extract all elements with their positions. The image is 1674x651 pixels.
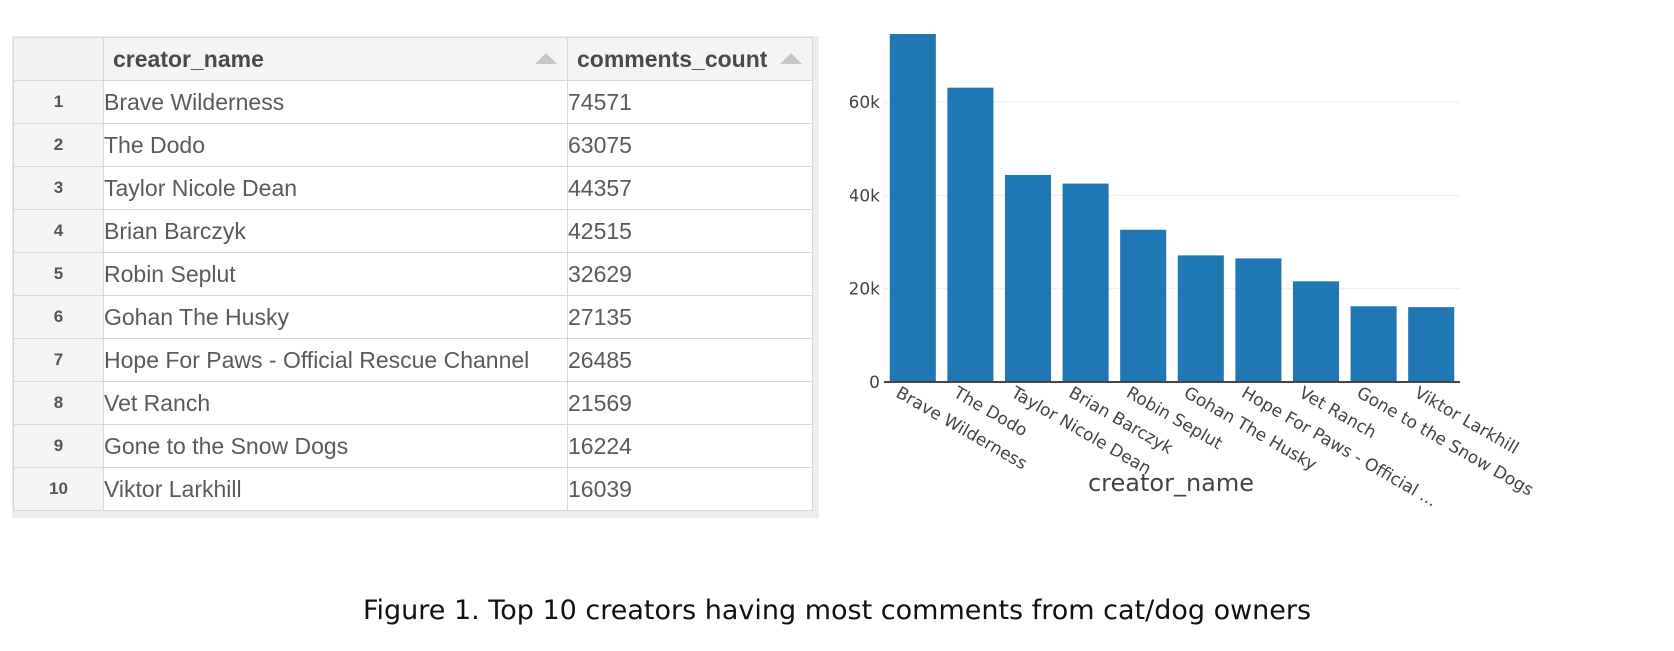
- creator-name-cell: Brave Wilderness: [103, 80, 568, 124]
- row-index: 3: [13, 166, 104, 210]
- row-index: 8: [13, 381, 104, 425]
- comments-count-cell: 16224: [567, 424, 813, 468]
- bar[interactable]: [1062, 183, 1109, 382]
- table-row[interactable]: 9 Gone to the Snow Dogs 16224: [13, 424, 813, 468]
- row-index: 9: [13, 424, 104, 468]
- comments-count-cell: 21569: [567, 381, 813, 425]
- row-index: 10: [13, 467, 104, 511]
- creator-name-cell: Robin Seplut: [103, 252, 568, 296]
- table-row[interactable]: 10 Viktor Larkhill 16039: [13, 467, 813, 511]
- comments-count-cell: 63075: [567, 123, 813, 167]
- table-row[interactable]: 3 Taylor Nicole Dean 44357: [13, 166, 813, 210]
- comments-count-cell: 16039: [567, 467, 813, 511]
- creator-name-cell: The Dodo: [103, 123, 568, 167]
- comments-count-cell: 32629: [567, 252, 813, 296]
- row-index: 6: [13, 295, 104, 339]
- creator-name-cell: Vet Ranch: [103, 381, 568, 425]
- creator-name-cell: Brian Barczyk: [103, 209, 568, 253]
- table-row[interactable]: 7 Hope For Paws - Official Rescue Channel…: [13, 338, 813, 382]
- row-index: 5: [13, 252, 104, 296]
- table-row[interactable]: 4 Brian Barczyk 42515: [13, 209, 813, 253]
- column-header-creator-name[interactable]: creator_name: [103, 37, 568, 81]
- column-header-label: creator_name: [113, 45, 264, 72]
- row-index: 4: [13, 209, 104, 253]
- x-axis-title: creator_name: [1088, 469, 1254, 497]
- creator-name-cell: Viktor Larkhill: [103, 467, 568, 511]
- creator-name-cell: Hope For Paws - Official Rescue Channel: [103, 338, 568, 382]
- bar[interactable]: [1235, 258, 1282, 382]
- row-index: 1: [13, 80, 104, 124]
- bar[interactable]: [947, 87, 994, 382]
- column-header-comments-count[interactable]: comments_count: [567, 37, 813, 81]
- results-table-panel: creator_name comments_count 1 Brave Wilde…: [12, 36, 819, 518]
- bar[interactable]: [889, 34, 936, 382]
- bar[interactable]: [1120, 229, 1167, 382]
- comments-count-cell: 42515: [567, 209, 813, 253]
- table-row[interactable]: 1 Brave Wilderness 74571: [13, 80, 813, 124]
- bar[interactable]: [1177, 255, 1224, 382]
- results-table: creator_name comments_count 1 Brave Wilde…: [13, 37, 813, 511]
- creator-name-cell: Gone to the Snow Dogs: [103, 424, 568, 468]
- comments-count-cell: 27135: [567, 295, 813, 339]
- table-row[interactable]: 2 The Dodo 63075: [13, 123, 813, 167]
- y-tick-label: 0: [869, 373, 880, 393]
- table-row[interactable]: 5 Robin Seplut 32629: [13, 252, 813, 296]
- creator-name-cell: Gohan The Husky: [103, 295, 568, 339]
- comments-count-cell: 74571: [567, 80, 813, 124]
- bar[interactable]: [1004, 174, 1052, 382]
- y-tick-label: 20k: [850, 280, 880, 300]
- sort-asc-icon[interactable]: [780, 53, 802, 64]
- row-index: 2: [13, 123, 104, 167]
- creator-name-cell: Taylor Nicole Dean: [103, 166, 568, 210]
- bar[interactable]: [1292, 281, 1340, 382]
- comments-count-cell: 26485: [567, 338, 813, 382]
- y-tick-label: 40k: [850, 186, 880, 206]
- column-header-label: comments_count: [577, 45, 768, 72]
- row-index: 7: [13, 338, 104, 382]
- table-row[interactable]: 8 Vet Ranch 21569: [13, 381, 813, 425]
- row-index-header: [13, 37, 104, 81]
- table-header-row: creator_name comments_count: [13, 37, 813, 81]
- bar[interactable]: [1350, 306, 1397, 382]
- table-row[interactable]: 6 Gohan The Husky 27135: [13, 295, 813, 339]
- figure-caption: Figure 1. Top 10 creators having most co…: [362, 595, 1312, 626]
- comments-count-cell: 44357: [567, 166, 813, 210]
- y-tick-label: 60k: [850, 93, 880, 113]
- bar[interactable]: [1408, 307, 1455, 382]
- sort-asc-icon[interactable]: [535, 53, 557, 64]
